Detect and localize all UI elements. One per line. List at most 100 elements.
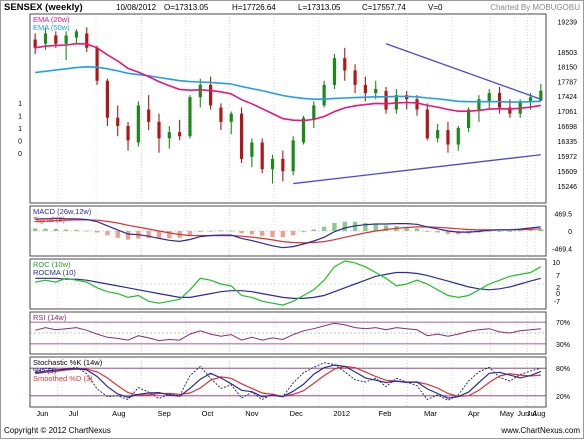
candle-body [105,80,109,118]
candle-body [425,109,429,139]
ema20-line [35,42,541,122]
macd-histogram-bar [487,231,492,232]
candle-body [415,99,419,110]
macd-histogram-bar [404,227,409,231]
macd-histogram-bar [373,223,378,231]
x-tick-label: Jun [517,409,529,418]
candle-body [384,91,388,110]
candle-body [198,84,202,98]
left-tick-label: 1 [18,101,22,108]
legend-stoch-d: %D (3) [33,366,57,375]
trendline [385,43,542,100]
candle-body [301,117,306,143]
rsi-legend: RSI (14w) [33,313,67,322]
candle-body [178,132,182,137]
candle-body [363,84,367,94]
candle-body [467,109,471,129]
legend-stoch-smoothed: Smoothed %D (3) [33,374,93,383]
signal-line [35,219,541,244]
stochastic-series [30,362,546,401]
roc-tick-label: 10 [552,260,560,267]
macd-histogram-bar [321,226,327,231]
candle-body [95,47,99,81]
macd-histogram-bar [414,228,420,231]
macd-histogram-bar [105,231,110,236]
price-tick-label: 19239 [558,20,578,27]
price-tick-label: 15609 [558,169,578,176]
candle-body [353,70,357,85]
trendline [293,154,541,185]
roc-tick-label: -7 [554,299,560,306]
macd-histogram-bar [538,229,544,231]
candle-body [291,140,295,172]
legend-stoch-k: Stochastic %K (14w) [33,358,103,367]
candle-body [508,107,512,114]
macd-legend: MACD (26w,12w) Signal (9) [33,207,92,224]
footer-website[interactable]: www.ChartNexus.com [500,426,580,435]
macd-histogram-bar [239,231,244,234]
candle-body [250,142,254,157]
legend-macd: MACD (26w,12w) [33,207,92,216]
candle-body [374,88,378,94]
rsi-tick-label: 30% [556,342,570,349]
macd-histogram-bar [115,231,120,238]
header-low: L=17313.05 [298,3,341,12]
macd-histogram-bar [53,228,58,231]
legend-ema20: EMA (20w) [33,15,70,24]
rsi-line [35,322,541,342]
macd-histogram-bar [332,223,337,231]
roc-tick-label: 7 [556,273,560,280]
macd-histogram-bar [167,231,172,239]
macd-histogram-bar [342,221,347,231]
macd-histogram-bar [383,225,389,231]
macd-histogram-bar [280,231,286,238]
stoch-tick-label: 80% [556,366,570,373]
macd-histogram-bar [260,231,265,236]
macd-histogram-bar [249,231,255,235]
left-tick-label: 0 [18,151,22,158]
macd-tick-label: 0 [568,229,572,236]
macd-histogram-bar [518,230,523,232]
candle-body [518,101,522,114]
charted-by: Charted By MOBUGOBU [490,3,580,12]
candle-body [270,158,275,170]
candle-body [497,93,502,108]
price-tick-label: 16698 [558,124,578,131]
candle-body [332,58,337,85]
roc-line [35,260,542,306]
price-tick-label: 18503 [558,50,578,57]
candle-body [147,109,151,122]
macd-histogram-bar [507,231,513,232]
macd-histogram-bar [43,228,48,231]
left-tick-label: 0 [18,139,22,146]
legend-ema50: EMA (50w) [33,23,70,32]
x-tick-label: Oct [202,409,215,418]
candle-body [33,39,37,48]
price-tick-label: 17787 [558,79,578,86]
price-series [33,27,543,185]
stochastic-legend: Stochastic %K (14w) %D (3) Smoothed %D (… [33,358,103,383]
header-close: C=17557.74 [362,3,406,12]
x-tick-label: Jul [527,409,537,418]
candle-body [436,130,440,139]
macd-histogram-bar [74,229,79,231]
x-tick-label: Sep [157,409,170,418]
ema50-line [35,65,541,103]
candle-body [446,130,450,145]
rocma-line [35,271,541,299]
macd-histogram-bar [311,229,316,231]
candle-body [54,35,58,44]
legend-roc: ROC (10w) [33,260,71,269]
stochastic-panel [29,356,547,408]
x-tick-label: Feb [379,409,392,418]
candle-body [136,105,140,143]
price-tick-label: 18150 [558,64,578,71]
roc-series [30,260,546,306]
header-high: H=17726.64 [232,3,276,12]
candle-body [456,128,460,145]
candle-body [528,97,533,102]
x-tick-label: Jun [36,409,48,418]
candle-body [239,113,244,159]
macd-histogram-bar [528,229,533,231]
